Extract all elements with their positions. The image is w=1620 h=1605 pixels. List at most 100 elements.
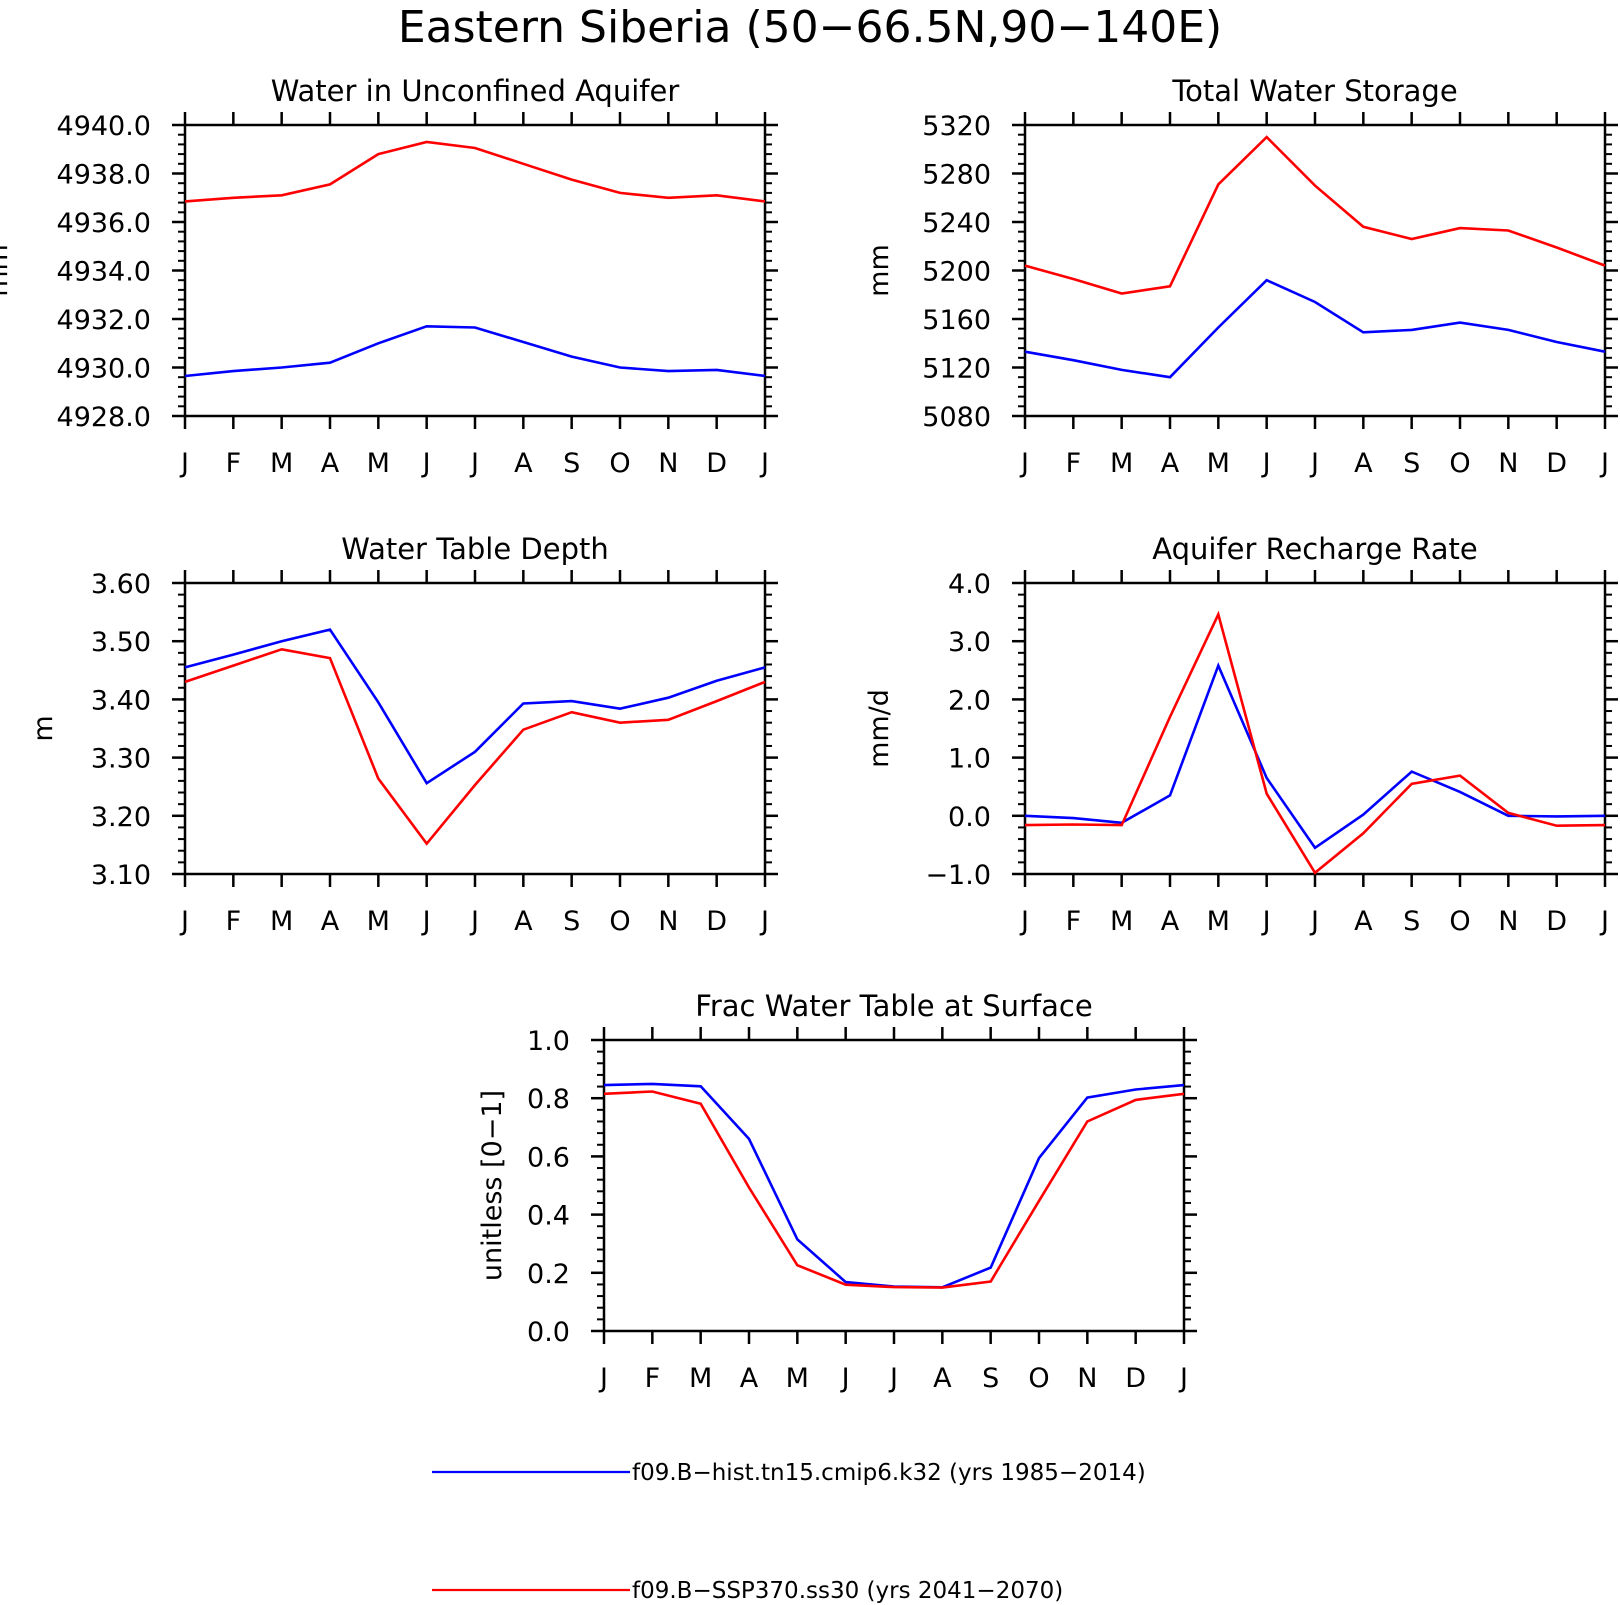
x-tick-label: A bbox=[514, 448, 533, 479]
y-axis-label: m bbox=[28, 715, 59, 741]
x-tick-label: M bbox=[1110, 448, 1133, 479]
y-tick-label: 3.60 bbox=[91, 569, 151, 600]
x-tick-label: O bbox=[1449, 906, 1470, 937]
y-axis-label: mm/d bbox=[864, 689, 895, 768]
x-tick-label: F bbox=[226, 448, 242, 479]
y-tick-label: 3.40 bbox=[91, 685, 151, 716]
y-tick-label: 3.50 bbox=[91, 627, 151, 658]
y-tick-label: 5240 bbox=[922, 208, 991, 239]
series-line-1 bbox=[1024, 662, 1606, 850]
legend: f09.B−hist.tn15.cmip6.k32 (yrs 1985−2014… bbox=[432, 1460, 1146, 1604]
x-tick-label: D bbox=[706, 448, 727, 479]
x-tick-label: J bbox=[421, 448, 431, 479]
x-tick-label: S bbox=[1403, 906, 1420, 937]
chart-panel-3: J F M A M J J A S O N D J3.103.203.303.403.503.60Wat… bbox=[28, 532, 778, 937]
series-line-2 bbox=[1024, 135, 1606, 295]
x-tick-label: A bbox=[321, 906, 340, 937]
x-tick-label: O bbox=[1449, 448, 1470, 479]
y-tick-label: 5120 bbox=[922, 354, 991, 385]
x-tick-label: F bbox=[645, 1363, 661, 1394]
x-tick-label: J bbox=[1599, 448, 1609, 479]
panel-title: Water Table Depth bbox=[341, 532, 609, 566]
panel-title: Aquifer Recharge Rate bbox=[1152, 532, 1478, 566]
y-tick-label: −1.0 bbox=[925, 860, 991, 891]
x-tick-label: D bbox=[1125, 1363, 1146, 1394]
x-tick-label: M bbox=[1207, 906, 1230, 937]
y-tick-label: 0.0 bbox=[527, 1317, 570, 1348]
y-tick-label: 0.4 bbox=[527, 1201, 570, 1232]
legend-label: f09.B−SSP370.ss30 (yrs 2041−2070) bbox=[632, 1578, 1063, 1604]
x-tick-label: J bbox=[1599, 906, 1609, 937]
series-line-1 bbox=[1024, 278, 1606, 379]
x-tick-label: N bbox=[1498, 448, 1518, 479]
y-tick-label: 4932.0 bbox=[57, 305, 151, 336]
x-tick-label: N bbox=[1077, 1363, 1097, 1394]
y-tick-label: 1.0 bbox=[527, 1026, 570, 1057]
panel-title: Frac Water Table at Surface bbox=[695, 989, 1092, 1023]
y-tick-label: 5200 bbox=[922, 257, 991, 288]
x-tick-label: J bbox=[179, 448, 189, 479]
x-tick-label: N bbox=[658, 448, 678, 479]
x-tick-label: J bbox=[469, 448, 479, 479]
y-tick-label: 4934.0 bbox=[57, 257, 151, 288]
y-tick-label: 3.30 bbox=[91, 744, 151, 775]
x-tick-label: J bbox=[759, 906, 769, 937]
x-tick-label: A bbox=[1354, 906, 1373, 937]
x-tick-label: D bbox=[706, 906, 727, 937]
x-tick-label: M bbox=[367, 906, 390, 937]
series-line-2 bbox=[1024, 610, 1606, 875]
x-tick-label: A bbox=[1354, 448, 1373, 479]
x-tick-label: M bbox=[270, 906, 293, 937]
x-tick-label: M bbox=[689, 1363, 712, 1394]
series-line-2 bbox=[184, 140, 766, 203]
x-tick-label: J bbox=[759, 448, 769, 479]
y-axis-label: mm bbox=[864, 244, 895, 297]
y-tick-label: 5320 bbox=[922, 111, 991, 142]
y-axis-label: unitless [0−1] bbox=[477, 1090, 508, 1281]
legend-label: f09.B−hist.tn15.cmip6.k32 (yrs 1985−2014… bbox=[632, 1460, 1146, 1486]
y-tick-label: 0.0 bbox=[948, 802, 991, 833]
x-tick-label: A bbox=[740, 1363, 759, 1394]
x-tick-label: J bbox=[469, 906, 479, 937]
x-tick-label: J bbox=[1261, 448, 1271, 479]
y-tick-label: 5280 bbox=[922, 160, 991, 191]
x-tick-label: F bbox=[1066, 448, 1082, 479]
x-tick-label: D bbox=[1546, 448, 1567, 479]
panel-title: Water in Unconfined Aquifer bbox=[271, 74, 680, 108]
chart-panels: J F M A M J J A S O N D J4928.04930.04932.04934.0493… bbox=[0, 74, 1618, 1394]
series-line-1 bbox=[603, 1082, 1185, 1289]
x-tick-label: J bbox=[840, 1363, 850, 1394]
plot-frame bbox=[1023, 581, 1607, 876]
y-tick-label: 0.6 bbox=[527, 1142, 570, 1173]
x-tick-label: J bbox=[1019, 906, 1029, 937]
x-tick-label: J bbox=[1261, 906, 1271, 937]
plot-frame bbox=[1023, 123, 1607, 418]
y-tick-label: 4930.0 bbox=[57, 354, 151, 385]
x-tick-label: F bbox=[226, 906, 242, 937]
x-tick-label: M bbox=[786, 1363, 809, 1394]
x-tick-label: J bbox=[1309, 448, 1319, 479]
plot-frame bbox=[183, 581, 767, 876]
x-tick-label: D bbox=[1546, 906, 1567, 937]
y-tick-label: 4.0 bbox=[948, 569, 991, 600]
x-tick-label: A bbox=[514, 906, 533, 937]
series-line-1 bbox=[184, 628, 766, 786]
series-line-1 bbox=[184, 324, 766, 378]
y-tick-label: 2.0 bbox=[948, 685, 991, 716]
x-tick-label: J bbox=[1019, 448, 1029, 479]
panel-title: Total Water Storage bbox=[1171, 74, 1457, 108]
y-tick-label: 0.8 bbox=[527, 1084, 570, 1115]
y-tick-label: 4936.0 bbox=[57, 208, 151, 239]
chart-panel-1: J F M A M J J A S O N D J4928.04930.04932.04934.0493… bbox=[0, 74, 778, 479]
y-tick-label: 1.0 bbox=[948, 744, 991, 775]
y-tick-label: 5160 bbox=[922, 305, 991, 336]
x-tick-label: M bbox=[270, 448, 293, 479]
x-tick-label: S bbox=[563, 906, 580, 937]
chart-panel-2: J F M A M J J A S O N D J508051205160520052405280532… bbox=[864, 74, 1618, 479]
x-tick-label: O bbox=[609, 448, 630, 479]
figure-title: Eastern Siberia (50−66.5N,90−140E) bbox=[398, 2, 1222, 53]
y-tick-label: 5080 bbox=[922, 402, 991, 433]
x-tick-label: J bbox=[598, 1363, 608, 1394]
